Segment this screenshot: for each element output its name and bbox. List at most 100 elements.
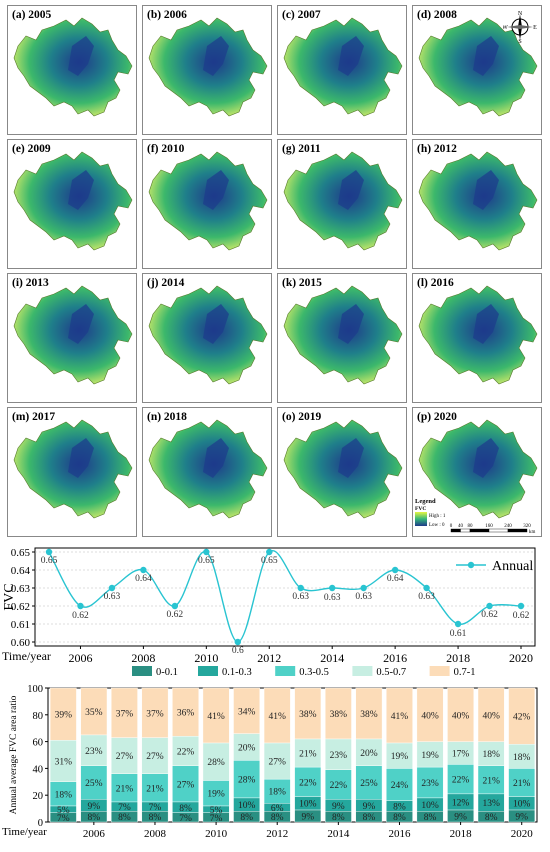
scale-segment (460, 528, 471, 533)
map-grid: (a) 2005 (b) 2006 (c) 2007 (d) 2008 N S E W (e) … (7, 5, 542, 537)
line-x-tick-label: 2010 (194, 651, 218, 665)
map-panel: (d) 2008 N S E W (412, 5, 542, 135)
fvc-map (418, 285, 538, 385)
bar-y-tick-label: 40 (33, 764, 44, 775)
bar-segment-label: 27% (177, 780, 195, 790)
bar-y-tick-label: 60 (33, 738, 44, 749)
scale-tick-label: 40 (458, 524, 464, 529)
panel-label: (g) 2011 (282, 143, 321, 155)
map-panel: (j) 2014 (142, 273, 272, 403)
bar-segment (416, 687, 444, 742)
bar-segment-label: 7% (57, 814, 70, 824)
annual-point (329, 584, 336, 592)
scale-tick-label: 160 (485, 524, 493, 529)
panel-label: (n) 2018 (147, 411, 187, 423)
annual-value-label: 0.62 (72, 611, 89, 621)
line-x-tick-label: 2008 (131, 651, 155, 665)
bar-x-tick-label: 2018 (450, 828, 473, 840)
compass-w: W (503, 25, 508, 31)
bar-y-tick-label: 80 (33, 711, 44, 722)
bar-segment-label: 28% (207, 758, 225, 768)
low-fvc-zone (203, 304, 229, 344)
map-panel: (i) 2013 (7, 273, 137, 403)
annual-value-label: 0.62 (513, 611, 530, 621)
low-fvc-zone (473, 36, 499, 76)
map-panel: (m) 2017 (7, 407, 137, 537)
map-panel: (h) 2012 (412, 139, 542, 269)
bar-segment-label: 27% (116, 752, 134, 762)
line-y-tick-label: 0.60 (11, 637, 31, 649)
low-fvc-zone (203, 36, 229, 76)
annual-value-label: 0.63 (292, 592, 309, 602)
scale-tick-label: 320 (523, 524, 531, 529)
bar-segment (386, 742, 413, 769)
panel-label: (l) 2016 (417, 277, 454, 289)
fvc-map (418, 17, 538, 117)
low-fvc-zone (338, 304, 364, 344)
bar-segment (447, 687, 474, 742)
bar-segment-label: 10% (299, 800, 317, 810)
bar-segment-label: 25% (360, 779, 378, 789)
bar-segment (141, 773, 169, 803)
panel-label: (m) 2017 (12, 411, 56, 423)
bar-segment-label: 8% (332, 813, 345, 823)
bar-segment (172, 687, 199, 737)
bar-segment-label: 21% (116, 784, 134, 794)
bar-segment-label: 41% (269, 712, 287, 722)
low-fvc-zone (203, 170, 229, 210)
bar-segment (49, 781, 77, 807)
bar-x-tick-label: 2008 (144, 828, 167, 840)
annual-value-label: 0.6 (232, 646, 244, 656)
map-panel: (a) 2005 (7, 5, 137, 135)
annual-point (391, 566, 399, 574)
bar-segment (111, 737, 138, 774)
bar-segment-label: 10% (238, 801, 256, 811)
bar-legend-swatch (132, 666, 152, 676)
low-fvc-zone (68, 304, 94, 344)
bar-segment-label: 12% (452, 798, 470, 808)
bar-segment (80, 734, 108, 766)
bar-segment-label: 24% (391, 781, 409, 791)
legend-high: High : 1 (429, 514, 446, 519)
scale-segment (488, 528, 509, 533)
fvc-map (283, 285, 403, 385)
bar-segment-label: 27% (269, 758, 287, 768)
bar-segment (355, 687, 383, 740)
bar-segment-label: 41% (391, 712, 409, 722)
bar-segment (263, 687, 291, 744)
map-panel: (b) 2006 (142, 5, 272, 135)
bar-segment-label: 22% (452, 776, 470, 786)
bar-segment (386, 687, 413, 744)
bar-segment-label: 23% (421, 779, 439, 789)
annual-value-label: 0.65 (41, 556, 58, 566)
map-panel: (l) 2016 (412, 273, 542, 403)
bar-segment-label: 8% (240, 813, 253, 823)
bar-legend-swatch (275, 666, 296, 676)
annual-value-label: 0.63 (418, 592, 435, 602)
line-y-axis-label: FVC (2, 583, 17, 610)
bar-segment (80, 765, 108, 800)
bar-segment (325, 738, 352, 770)
annual-point (454, 620, 462, 628)
fvc-map (13, 17, 133, 117)
bar-segment-label: 38% (330, 710, 348, 720)
scale-tick-label: 240 (504, 524, 512, 529)
bar-segment-label: 9% (363, 802, 376, 812)
bar-segment-label: 8% (393, 813, 406, 823)
bar-segment-label: 18% (513, 753, 531, 763)
bar-segment-label: 9% (332, 802, 345, 812)
bar-segment (477, 741, 505, 766)
panel-label: (p) 2020 (417, 411, 457, 423)
bar-segment-label: 8% (424, 813, 437, 823)
bar-segment (447, 764, 474, 795)
bar-segment (111, 687, 138, 738)
bar-segment (325, 687, 352, 740)
fvc-map (148, 419, 268, 519)
bar-segment (355, 765, 383, 800)
bar-segment-label: 9% (88, 802, 101, 812)
bar-segment-label: 34% (238, 707, 256, 717)
bar-segment (508, 687, 536, 745)
bar-segment (477, 687, 505, 742)
annual-point (423, 584, 430, 592)
